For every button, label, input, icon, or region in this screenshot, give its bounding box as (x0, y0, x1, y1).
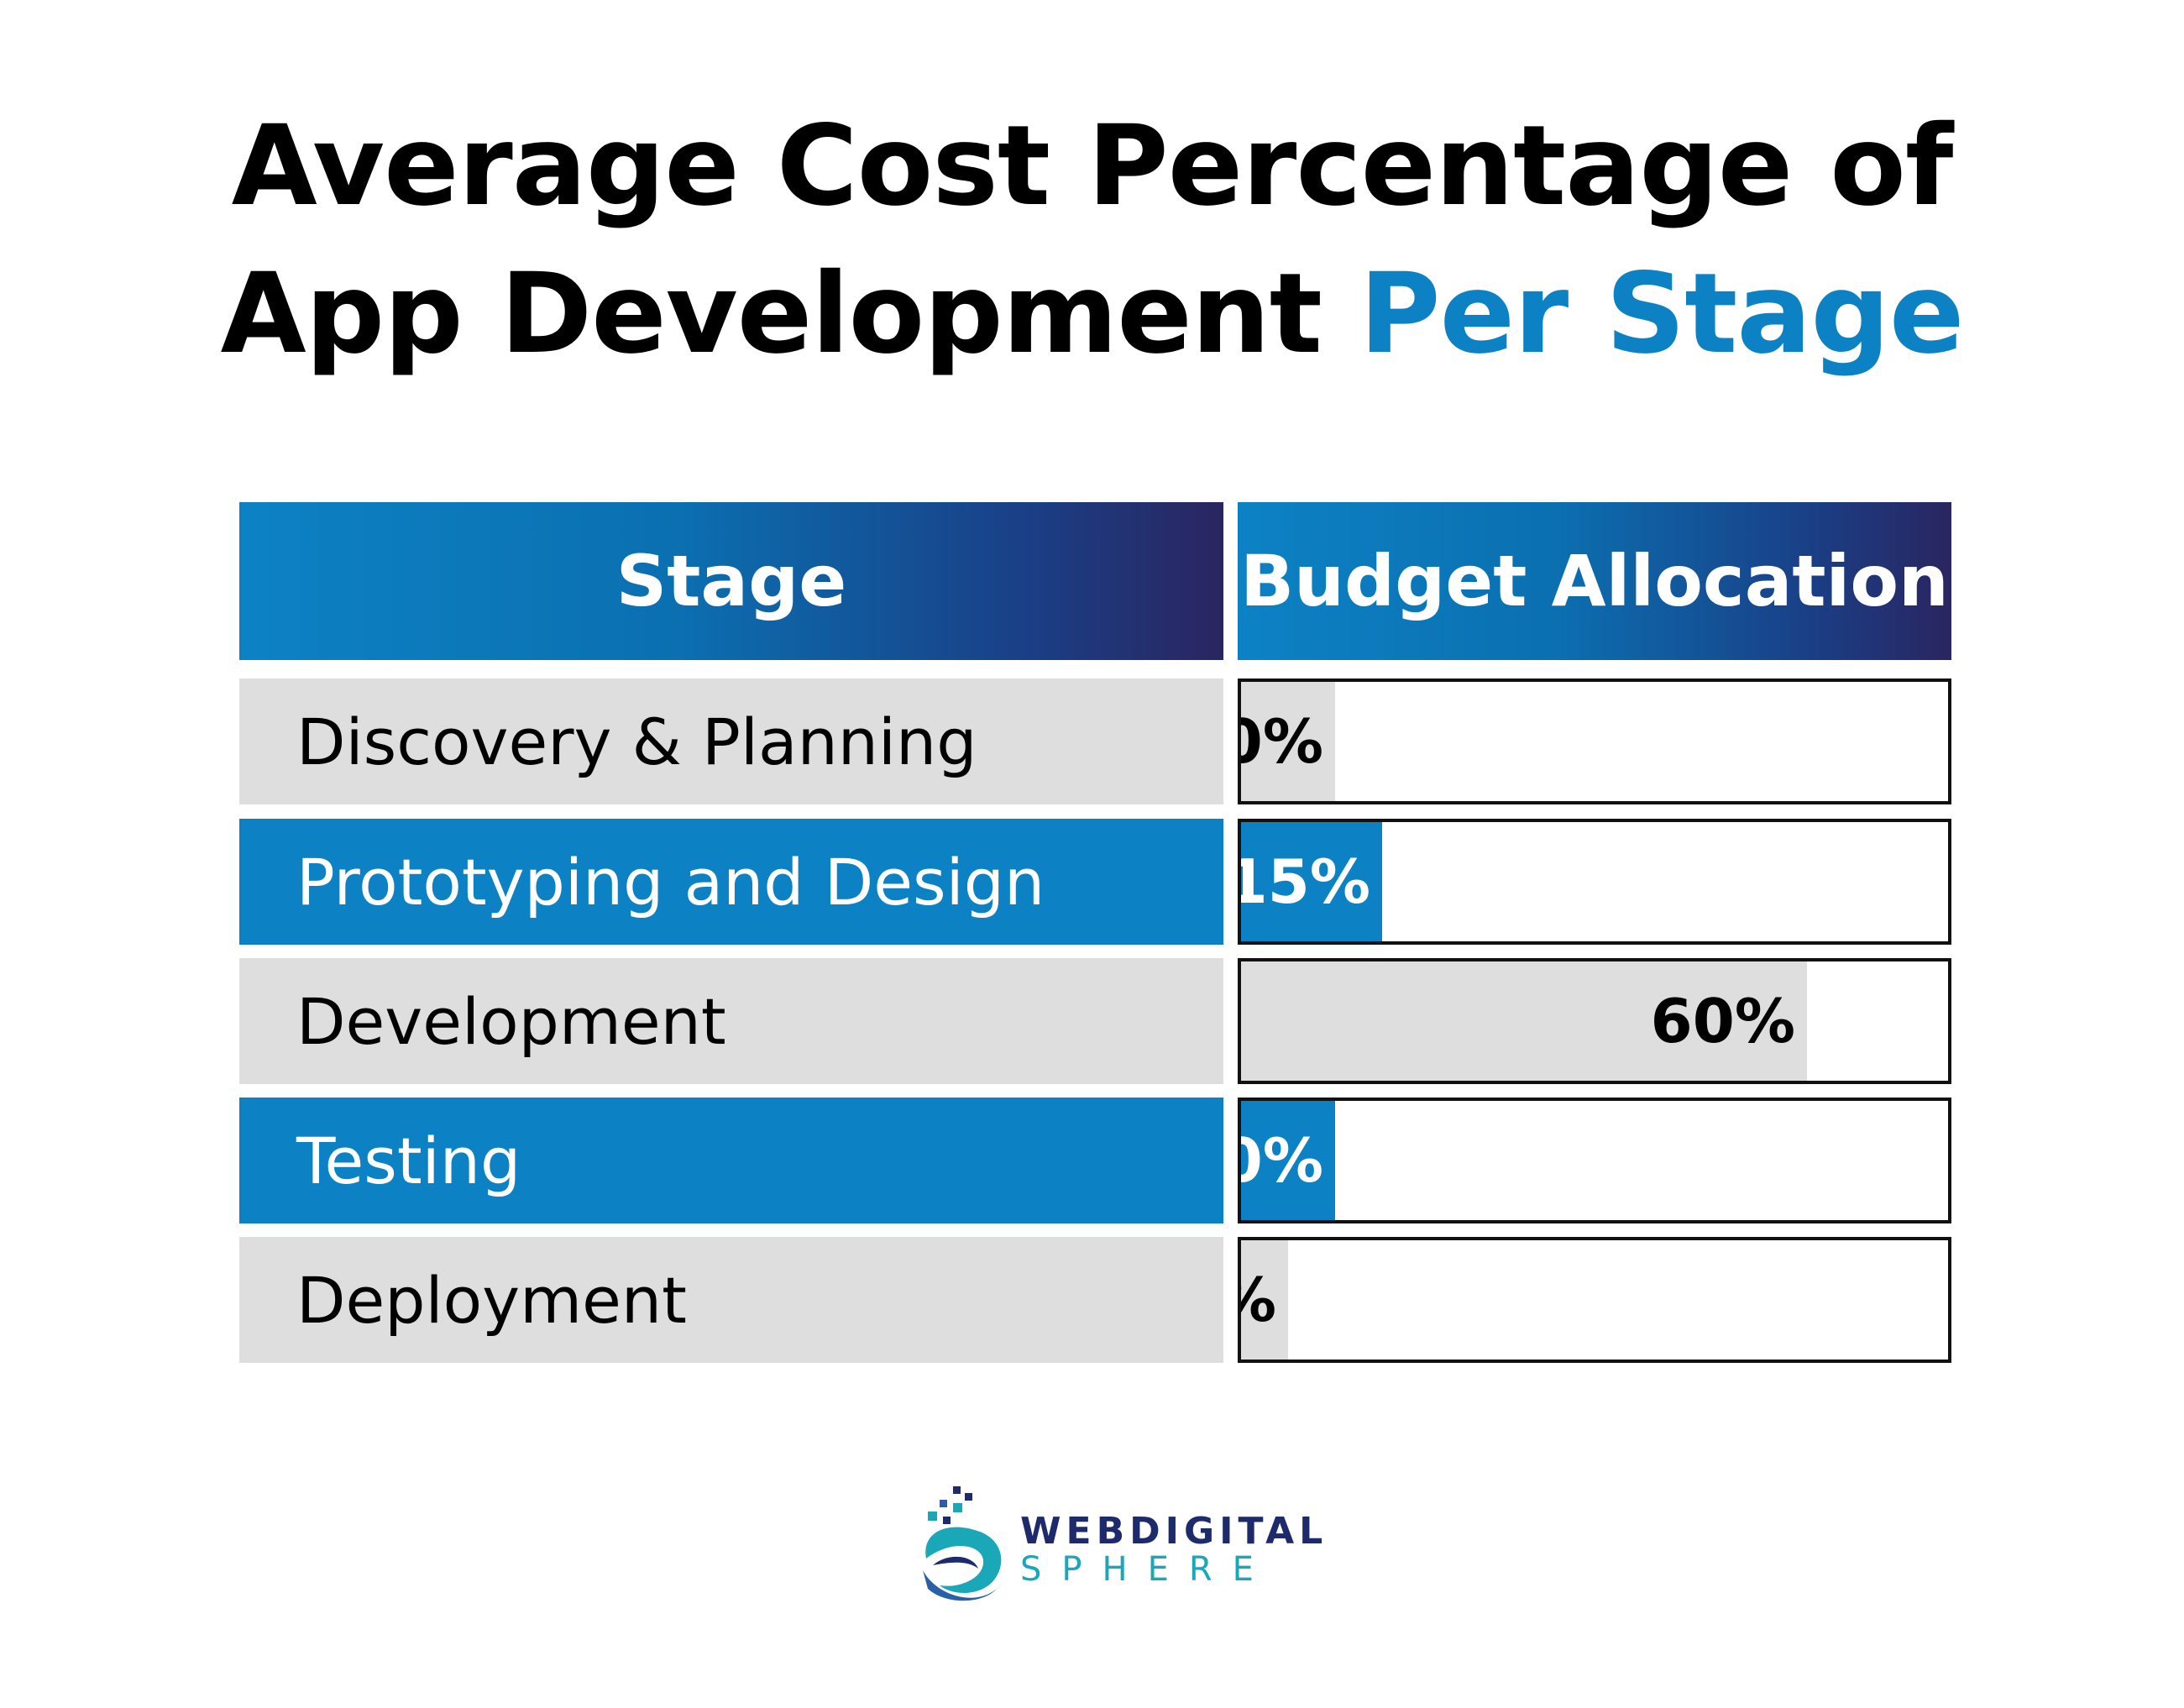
header-budget-allocation: Budget Allocation (1238, 502, 1951, 660)
stage-cell: Testing (239, 1098, 1223, 1223)
budget-value-label: 60% (1650, 986, 1795, 1056)
company-logo: WEBDIGITAL SPHERE (903, 1478, 1322, 1612)
sphere-logo-icon (923, 1486, 1002, 1601)
budget-bar-cell: 10% (1238, 1098, 1951, 1223)
budget-bar: 15% (1241, 822, 1382, 941)
budget-bar-cell: 5% (1238, 1237, 1951, 1363)
budget-bar: 60% (1241, 961, 1807, 1081)
page-title: Average Cost Percentage of App Developme… (0, 92, 2184, 388)
budget-bar: 10% (1241, 1101, 1335, 1220)
budget-bar-cell: 10% (1238, 678, 1951, 804)
logo-text-webdigital: WEBDIGITAL (1020, 1510, 1328, 1553)
header-stage: Stage (239, 502, 1223, 660)
title-line-2: App Development (220, 249, 1322, 379)
budget-bar: 5% (1241, 1240, 1288, 1360)
logo-text-sphere: SPHERE (1020, 1550, 1274, 1589)
stage-cell: Discovery & Planning (239, 678, 1223, 804)
budget-bar: 10% (1241, 682, 1335, 801)
budget-value-label: 5% (1241, 1265, 1276, 1335)
budget-value-label: 10% (1241, 1125, 1323, 1196)
stage-cell: Prototyping and Design (239, 819, 1223, 945)
budget-value-label: 10% (1241, 706, 1323, 777)
stage-cell: Development (239, 958, 1223, 1084)
budget-bar-cell: 15% (1238, 819, 1951, 945)
budget-value-label: 15% (1238, 846, 1370, 917)
title-line-1: Average Cost Percentage of (231, 102, 1954, 231)
budget-bar-cell: 60% (1238, 958, 1951, 1084)
title-accent: Per Stage (1359, 249, 1965, 379)
stage-cell: Deployment (239, 1237, 1223, 1363)
